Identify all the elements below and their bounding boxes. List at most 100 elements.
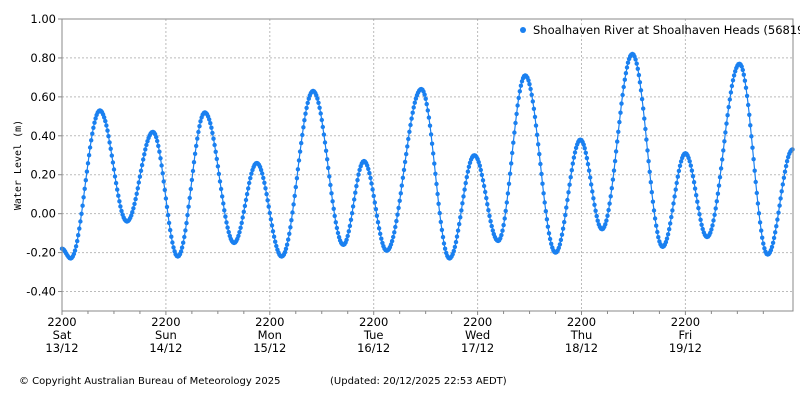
data-point: [349, 211, 355, 216]
data-point: [195, 136, 200, 141]
data-point: [305, 100, 310, 106]
x-tick-label-day: Thu: [570, 328, 593, 342]
data-point: [690, 174, 696, 179]
data-point: [534, 132, 540, 137]
x-tick-label-day: Sun: [155, 328, 177, 342]
data-point: [289, 218, 294, 223]
data-point: [269, 223, 275, 228]
data-point: [562, 219, 567, 225]
data-point: [762, 246, 767, 251]
data-point: [106, 134, 111, 139]
x-tick-label-date: 15/12: [253, 341, 286, 355]
data-point: [319, 117, 324, 123]
data-point: [723, 130, 728, 135]
data-point: [541, 191, 546, 196]
data-point: [304, 105, 309, 111]
data-point: [135, 186, 140, 191]
data-point: [380, 240, 385, 246]
data-point: [336, 235, 342, 240]
data-point: [117, 199, 122, 204]
data-point: [726, 104, 731, 110]
data-point: [110, 160, 116, 165]
data-point: [391, 234, 396, 240]
data-point: [144, 142, 149, 148]
data-point: [258, 167, 264, 173]
data-point: [636, 72, 642, 78]
data-point: [547, 236, 553, 242]
x-tick-label-day: Sat: [53, 328, 72, 342]
data-point: [373, 207, 379, 212]
data-point: [261, 175, 266, 181]
data-point: [112, 174, 118, 179]
data-point: [648, 180, 653, 185]
data-point: [171, 245, 176, 250]
data-point: [565, 197, 570, 203]
data-point: [355, 177, 360, 183]
x-tick-label-date: 17/12: [461, 341, 494, 355]
data-point: [423, 96, 428, 102]
data-point: [72, 248, 78, 253]
data-point: [747, 112, 752, 118]
data-point: [698, 217, 703, 222]
data-point: [164, 204, 170, 210]
data-point: [771, 235, 777, 241]
data-point: [462, 187, 467, 192]
data-point: [216, 171, 222, 177]
data-point: [375, 220, 381, 225]
data-point: [768, 248, 774, 253]
data-point: [143, 147, 148, 152]
data-point: [208, 121, 213, 126]
data-point: [694, 193, 699, 198]
data-point: [397, 198, 402, 203]
x-tick-label-date: 14/12: [149, 341, 182, 355]
data-point: [572, 150, 578, 155]
data-point: [222, 208, 227, 213]
data-point: [212, 142, 217, 148]
data-point: [665, 232, 671, 237]
y-tick-label: -0.40: [26, 285, 56, 299]
data-point: [211, 136, 216, 141]
data-point: [295, 167, 301, 172]
data-point: [529, 92, 534, 98]
data-point: [540, 181, 545, 186]
data-point: [760, 235, 765, 240]
data-point: [408, 122, 413, 128]
data-point: [590, 189, 595, 194]
data-point: [442, 246, 448, 251]
x-tick-label-day: Mon: [258, 328, 282, 342]
data-point: [238, 225, 243, 230]
y-tick-label: -0.20: [26, 246, 56, 260]
data-point: [179, 245, 185, 250]
data-point: [107, 140, 112, 145]
data-point: [137, 174, 143, 179]
data-point: [335, 230, 341, 236]
data-point: [645, 148, 650, 153]
data-point: [670, 208, 675, 213]
data-point: [409, 116, 414, 121]
data-point: [756, 211, 762, 216]
data-point: [425, 108, 430, 113]
data-point: [566, 190, 571, 195]
data-point: [116, 193, 121, 198]
data-point: [546, 231, 552, 236]
data-point: [748, 123, 753, 128]
data-point: [389, 238, 395, 244]
data-point: [451, 248, 456, 254]
data-point: [306, 96, 311, 101]
data-point: [514, 111, 519, 117]
x-tick-label-date: 16/12: [357, 341, 390, 355]
data-point: [481, 183, 487, 189]
data-point: [655, 229, 660, 235]
legend-marker: [520, 27, 526, 33]
data-point: [105, 128, 110, 133]
data-point: [488, 219, 493, 224]
data-point: [406, 136, 411, 142]
data-point: [426, 115, 432, 120]
data-point: [130, 210, 135, 215]
data-point: [191, 160, 197, 165]
data-point: [558, 237, 564, 243]
data-point: [432, 161, 437, 166]
data-point: [618, 110, 623, 115]
data-point: [327, 174, 332, 179]
data-point: [347, 223, 353, 229]
